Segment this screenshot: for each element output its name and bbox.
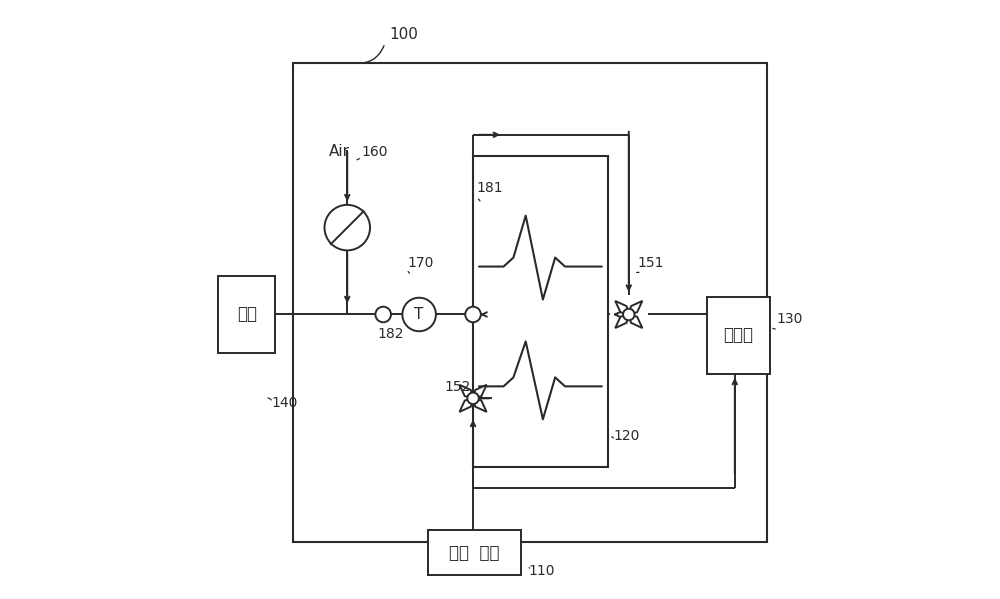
Circle shape xyxy=(623,308,635,320)
Text: 100: 100 xyxy=(389,27,418,42)
Text: 냉각기: 냉각기 xyxy=(723,326,753,344)
Text: 110: 110 xyxy=(529,564,555,578)
Text: 152: 152 xyxy=(445,380,471,394)
Polygon shape xyxy=(615,314,629,328)
Bar xyxy=(428,530,521,575)
Text: 130: 130 xyxy=(777,313,803,326)
Polygon shape xyxy=(473,385,487,398)
Text: 140: 140 xyxy=(271,397,298,410)
Text: 181: 181 xyxy=(476,181,503,195)
Text: 연료  전지: 연료 전지 xyxy=(449,543,500,562)
Bar xyxy=(707,297,770,374)
Polygon shape xyxy=(629,301,642,314)
Text: Air: Air xyxy=(329,144,350,159)
Circle shape xyxy=(324,205,370,250)
Polygon shape xyxy=(473,398,487,412)
Text: 120: 120 xyxy=(614,429,640,443)
Text: 182: 182 xyxy=(378,328,404,341)
Text: 160: 160 xyxy=(361,145,388,159)
Polygon shape xyxy=(629,314,642,328)
Circle shape xyxy=(402,298,436,331)
Polygon shape xyxy=(459,385,473,398)
Circle shape xyxy=(375,307,391,322)
Text: 170: 170 xyxy=(407,256,434,270)
Polygon shape xyxy=(615,301,629,314)
Circle shape xyxy=(465,307,481,322)
Text: T: T xyxy=(414,307,424,322)
Text: 엔진: 엔진 xyxy=(237,305,257,323)
Circle shape xyxy=(467,392,479,404)
Polygon shape xyxy=(459,398,473,412)
Text: 151: 151 xyxy=(638,256,664,270)
Bar xyxy=(473,156,608,467)
Bar xyxy=(293,63,767,542)
Bar xyxy=(218,276,275,353)
